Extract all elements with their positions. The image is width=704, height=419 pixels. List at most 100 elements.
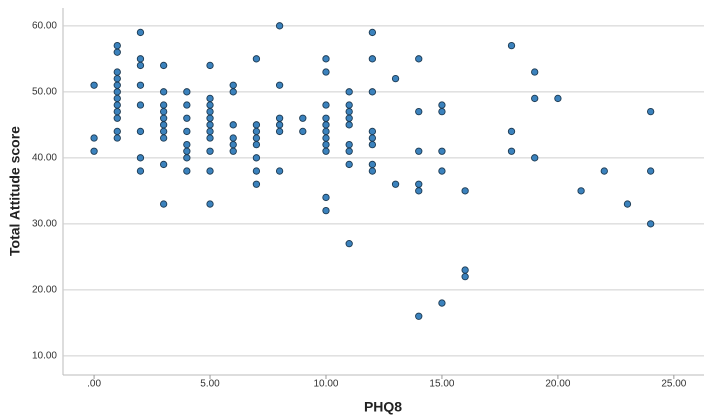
point bbox=[345, 147, 353, 155]
point bbox=[113, 74, 121, 83]
x-axis-title: PHQ8 bbox=[364, 399, 402, 415]
point bbox=[368, 88, 377, 96]
point bbox=[345, 107, 353, 116]
point bbox=[252, 121, 261, 129]
point bbox=[531, 154, 539, 162]
point bbox=[531, 68, 539, 76]
point bbox=[275, 81, 284, 89]
point bbox=[415, 187, 423, 195]
point bbox=[252, 167, 261, 175]
point bbox=[507, 147, 516, 155]
point bbox=[322, 134, 330, 142]
point bbox=[415, 55, 423, 63]
point bbox=[113, 101, 121, 109]
point bbox=[206, 134, 214, 142]
x-tick-label: 5.00 bbox=[200, 379, 220, 390]
point bbox=[159, 101, 168, 109]
point bbox=[322, 193, 330, 202]
point bbox=[113, 81, 121, 89]
y-tick-label: 40.00 bbox=[32, 152, 57, 163]
point bbox=[183, 114, 191, 122]
point bbox=[322, 206, 330, 215]
point bbox=[623, 200, 632, 208]
point bbox=[113, 88, 121, 96]
point bbox=[252, 127, 261, 136]
point bbox=[252, 55, 261, 63]
point bbox=[275, 22, 284, 30]
point bbox=[415, 107, 423, 116]
point bbox=[206, 94, 214, 103]
point bbox=[345, 101, 353, 109]
point bbox=[206, 107, 214, 116]
point bbox=[136, 127, 145, 136]
point bbox=[113, 127, 121, 136]
point bbox=[252, 180, 261, 188]
point bbox=[183, 167, 191, 175]
x-tick-label: 10.00 bbox=[313, 379, 338, 390]
point bbox=[113, 107, 121, 116]
point bbox=[159, 160, 168, 169]
point bbox=[229, 121, 237, 129]
point bbox=[322, 121, 330, 129]
point bbox=[159, 107, 168, 116]
point bbox=[159, 200, 168, 208]
point bbox=[438, 107, 446, 116]
point bbox=[275, 121, 284, 129]
point bbox=[647, 167, 655, 175]
point bbox=[159, 134, 168, 142]
point bbox=[113, 94, 121, 103]
point bbox=[113, 114, 121, 122]
point bbox=[438, 299, 446, 307]
point bbox=[554, 94, 562, 103]
point bbox=[183, 147, 191, 155]
point bbox=[299, 114, 307, 122]
point bbox=[345, 140, 353, 149]
point bbox=[531, 94, 539, 103]
point bbox=[322, 68, 330, 76]
point bbox=[183, 140, 191, 149]
point bbox=[229, 140, 237, 149]
point bbox=[159, 127, 168, 136]
point bbox=[345, 160, 353, 169]
point bbox=[252, 140, 261, 149]
point bbox=[345, 114, 353, 122]
point bbox=[136, 28, 145, 37]
y-tick-label: 60.00 bbox=[32, 20, 57, 31]
point bbox=[159, 121, 168, 129]
x-tick-label: 15.00 bbox=[429, 379, 454, 390]
point bbox=[368, 167, 377, 175]
point bbox=[415, 147, 423, 155]
point bbox=[438, 147, 446, 155]
point bbox=[368, 140, 377, 149]
point bbox=[113, 134, 121, 142]
point bbox=[345, 121, 353, 129]
point bbox=[229, 134, 237, 142]
point bbox=[322, 101, 330, 109]
point bbox=[206, 200, 214, 208]
point bbox=[322, 140, 330, 149]
point bbox=[206, 167, 214, 175]
point bbox=[252, 134, 261, 142]
point bbox=[252, 154, 261, 162]
point bbox=[206, 147, 214, 155]
point bbox=[345, 88, 353, 96]
point bbox=[159, 61, 168, 70]
point bbox=[438, 101, 446, 109]
point bbox=[461, 266, 469, 274]
y-tick-label: 50.00 bbox=[32, 86, 57, 97]
point bbox=[183, 154, 191, 162]
point bbox=[345, 239, 353, 248]
point bbox=[368, 134, 377, 142]
point bbox=[113, 48, 121, 56]
point bbox=[461, 272, 469, 281]
point bbox=[507, 41, 516, 50]
point bbox=[415, 180, 423, 188]
point bbox=[136, 55, 145, 63]
y-axis-title: Total Attitude score bbox=[7, 126, 23, 256]
y-tick-label: 30.00 bbox=[32, 218, 57, 229]
x-tick-label: .00 bbox=[87, 379, 101, 390]
point bbox=[391, 180, 400, 188]
point bbox=[322, 147, 330, 155]
point bbox=[322, 55, 330, 63]
point bbox=[206, 114, 214, 122]
